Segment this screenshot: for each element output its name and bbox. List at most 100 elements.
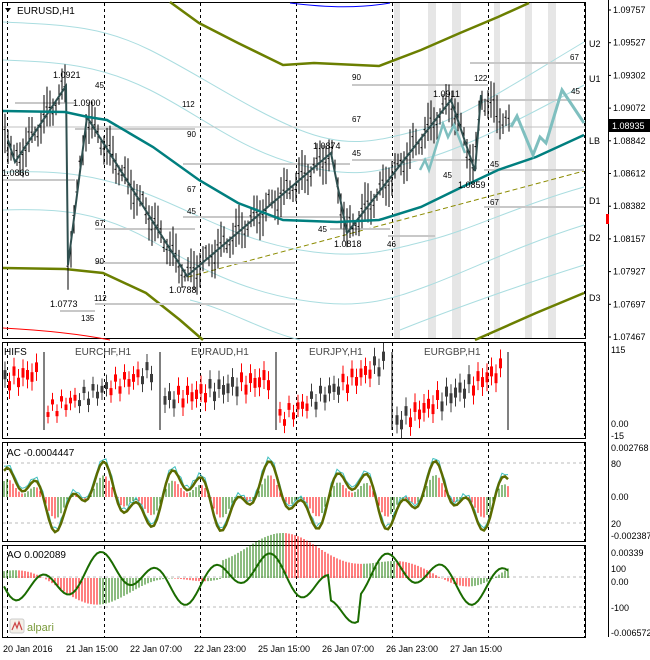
time-label: 27 Jan 15:00 bbox=[450, 644, 502, 654]
candle-body bbox=[490, 366, 493, 377]
candle-body bbox=[262, 370, 266, 381]
ao-levels bbox=[3, 576, 585, 608]
candle-body bbox=[213, 391, 216, 402]
level-label: 46 bbox=[387, 240, 396, 249]
candle-body bbox=[163, 396, 167, 405]
candle-body bbox=[100, 385, 104, 393]
candle-body bbox=[204, 393, 207, 403]
candle-body bbox=[78, 400, 81, 407]
symbol-separators bbox=[43, 352, 509, 430]
axis-label: 0.00 bbox=[611, 419, 629, 429]
candle-body bbox=[226, 383, 230, 394]
multi-symbol-candles bbox=[3, 343, 502, 439]
price-tick: 1.08157 bbox=[613, 234, 646, 244]
candle-body bbox=[127, 379, 131, 387]
level-label: 45 bbox=[95, 81, 104, 90]
candle-body bbox=[82, 386, 86, 394]
candle-body bbox=[458, 382, 462, 393]
level-label: 122 bbox=[474, 74, 488, 83]
ao-line bbox=[3, 550, 509, 624]
level-label: 67 bbox=[95, 219, 104, 228]
pivot-label: 1.0900 bbox=[73, 98, 101, 108]
trend-line bbox=[187, 170, 585, 278]
candle-body bbox=[240, 372, 243, 383]
level-label: 45 bbox=[443, 171, 452, 180]
price-axis[interactable]: 1.09757 1.09527 1.09302 1.09072 1.08842 1.086… bbox=[608, 5, 646, 342]
candle-body bbox=[109, 388, 113, 396]
candle-body bbox=[328, 385, 331, 394]
axis-label: 115 bbox=[611, 345, 625, 355]
candle-body bbox=[87, 398, 90, 405]
candle-body bbox=[301, 401, 304, 409]
pivot-label: 1.0818 bbox=[334, 239, 362, 249]
candle-body bbox=[404, 406, 408, 416]
level-labels: 45 112 90 67 45 67 90 112 135 90 67 45 4… bbox=[81, 53, 580, 323]
candle-body bbox=[3, 370, 7, 380]
candle-body bbox=[55, 411, 59, 417]
candle-body bbox=[168, 391, 171, 400]
alpari-logo: alpari bbox=[9, 618, 54, 634]
axis-label: -0.006572 bbox=[611, 628, 650, 638]
candle-body bbox=[141, 376, 144, 385]
candle-body bbox=[445, 386, 448, 397]
time-label: 26 Jan 23:00 bbox=[386, 644, 438, 654]
candle-body bbox=[26, 370, 29, 380]
ac-title: AC -0.0004447 bbox=[7, 448, 75, 459]
candle-body bbox=[267, 380, 270, 391]
bottom-band bbox=[2, 327, 111, 341]
level-label: 45 bbox=[490, 160, 499, 169]
candle-body bbox=[208, 379, 212, 389]
band-label: D3 bbox=[589, 293, 601, 303]
pivot-label: 1.0874 bbox=[313, 141, 341, 151]
symbol-label: EURGBP,H1 bbox=[424, 347, 481, 358]
chart-menu-triangle-icon[interactable] bbox=[5, 8, 11, 12]
candle-body bbox=[373, 356, 376, 366]
symbol-label: EURJPY,H1 bbox=[309, 347, 363, 358]
candle-body bbox=[409, 417, 412, 428]
time-label: 20 Jan 2016 bbox=[3, 644, 53, 654]
candle-body bbox=[217, 379, 221, 390]
candle-body bbox=[463, 388, 466, 399]
candle-body bbox=[172, 399, 176, 409]
level-label: 67 bbox=[490, 198, 499, 207]
level-label: 135 bbox=[81, 314, 95, 323]
candle-body bbox=[145, 362, 149, 371]
candle-body bbox=[436, 390, 439, 400]
axis-label: 0.002768 bbox=[611, 443, 649, 453]
candle-body bbox=[310, 391, 313, 399]
candle-body bbox=[332, 383, 336, 392]
current-price-value: 1.08935 bbox=[612, 121, 645, 131]
level-label: 112 bbox=[182, 100, 195, 109]
axis-label: 0.00 bbox=[611, 492, 629, 502]
candle-body bbox=[21, 368, 25, 378]
candle-body bbox=[73, 394, 77, 401]
pivot-label: 1.0773 bbox=[50, 299, 78, 309]
ao-histogram bbox=[3, 533, 509, 605]
candle-body bbox=[292, 412, 295, 420]
symbol-title: EURUSD,H1 bbox=[17, 6, 75, 17]
candle-body bbox=[346, 384, 349, 393]
candle-body bbox=[364, 366, 367, 375]
level-label: 45 bbox=[352, 149, 361, 158]
candle-body bbox=[51, 399, 54, 405]
candle-body bbox=[278, 409, 282, 416]
pivot-label: 1.0911 bbox=[433, 89, 460, 99]
axis-label: 0.00 bbox=[611, 577, 629, 587]
price-tick: 1.09072 bbox=[613, 103, 646, 113]
candle-body bbox=[186, 385, 189, 395]
candle-body bbox=[494, 373, 498, 384]
candle-body bbox=[287, 403, 291, 410]
candle-body bbox=[105, 382, 108, 390]
candle-body bbox=[481, 377, 484, 388]
time-axis[interactable]: 20 Jan 2016 21 Jan 15:00 22 Jan 07:00 22… bbox=[3, 644, 502, 654]
time-label: 21 Jan 15:00 bbox=[66, 644, 118, 654]
candle-body bbox=[476, 371, 480, 382]
candle-body bbox=[136, 369, 140, 378]
moving-average bbox=[2, 109, 585, 224]
candle-body bbox=[350, 368, 354, 378]
candle-body bbox=[427, 398, 430, 409]
level-label: 67 bbox=[570, 53, 579, 62]
candle-body bbox=[341, 373, 345, 383]
candle-body bbox=[382, 351, 385, 361]
